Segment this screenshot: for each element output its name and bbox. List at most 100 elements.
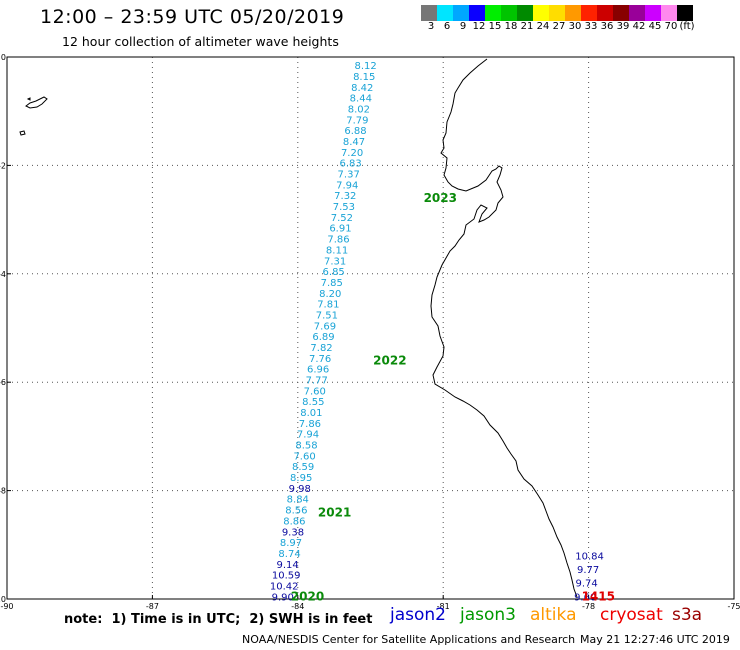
swh-reading: 9.38 <box>282 527 304 538</box>
swh-reading: 8.15 <box>353 72 375 83</box>
swh-reading: 7.86 <box>327 235 349 246</box>
swh-reading: 7.53 <box>333 202 355 213</box>
scale-swatch <box>485 5 501 21</box>
pass-label: 2022 <box>373 354 406 368</box>
scale-swatch <box>469 5 485 21</box>
scale-label: 21 <box>520 21 534 32</box>
swh-reading: 8.55 <box>302 397 324 408</box>
lon-tick-label: -90 <box>0 602 13 611</box>
scale-label: 30 <box>568 21 582 32</box>
satellite-legend-jason3: jason3 <box>460 605 516 625</box>
scale-swatch <box>645 5 661 21</box>
lat-tick-label: 0 <box>1 53 6 62</box>
scale-label: (ft) <box>679 21 695 32</box>
swh-reading: 7.32 <box>334 191 356 202</box>
scale-label: 39 <box>616 21 630 32</box>
swh-reading: 7.60 <box>304 386 326 397</box>
swh-reading: 9.90 <box>272 592 294 603</box>
scale-swatch <box>677 5 693 21</box>
coastline-galapagos-isabela <box>25 96 48 109</box>
coastline-mainland <box>430 58 578 598</box>
satellite-legend-cryosat: cryosat <box>600 605 663 625</box>
lat-tick-label: -6 <box>0 378 6 387</box>
satellite-legend-jason2: jason2 <box>390 605 446 625</box>
map-title: 12:00 – 23:59 UTC 05/20/2019 <box>40 6 345 28</box>
scale-swatch <box>661 5 677 21</box>
swh-reading: 8.59 <box>292 462 314 473</box>
footer-timestamp: May 21 12:27:46 UTC 2019 <box>580 633 730 646</box>
pass-label: 2021 <box>318 505 351 519</box>
scale-swatch <box>421 5 437 21</box>
swh-reading: 8.44 <box>350 94 372 105</box>
scale-label: 70 <box>664 21 678 32</box>
swh-reading: 7.77 <box>306 375 328 386</box>
color-scale-bar <box>421 5 693 21</box>
swh-reading: 7.85 <box>321 278 343 289</box>
lon-tick-label: -81 <box>437 602 450 611</box>
lat-lon-grid <box>7 57 734 599</box>
pass-label: 1415 <box>582 589 615 603</box>
swh-reading: 8.74 <box>278 549 300 560</box>
color-scale-labels: 3 6 9 12 15 18 21 24 27 30 33 36 39 42 45 70 (ft) <box>421 21 740 35</box>
swh-reading: 8.58 <box>295 441 317 452</box>
swh-reading: 8.86 <box>283 516 305 527</box>
swh-reading: 8.01 <box>300 408 322 419</box>
swh-reading: 7.31 <box>324 256 346 267</box>
satellite-legend-s3a: s3a <box>672 605 703 625</box>
scale-label: 27 <box>552 21 566 32</box>
swh-reading: 6.91 <box>329 224 351 235</box>
map-subtitle: 12 hour collection of altimeter wave hei… <box>62 34 339 49</box>
scale-swatch <box>581 5 597 21</box>
swh-reading: 8.84 <box>287 495 309 506</box>
swh-reading: 7.81 <box>317 300 339 311</box>
lon-tick-label: -78 <box>582 602 595 611</box>
swh-reading: 7.69 <box>314 321 336 332</box>
scale-swatch <box>533 5 549 21</box>
scale-label: 45 <box>648 21 662 32</box>
swh-reading: 7.82 <box>310 343 332 354</box>
scale-label: 42 <box>632 21 646 32</box>
swh-reading: 10.84 <box>575 552 604 563</box>
lat-tick-label: -10 <box>0 595 6 604</box>
lon-tick-label: -84 <box>291 602 304 611</box>
swh-reading: 7.86 <box>299 419 321 430</box>
coastline <box>19 58 578 598</box>
swh-reading: 7.52 <box>331 213 353 224</box>
swh-reading: 8.20 <box>319 289 341 300</box>
pass-label: 2023 <box>424 191 457 205</box>
swh-reading: 7.60 <box>293 451 315 462</box>
swh-reading: 7.51 <box>316 310 338 321</box>
map-frame <box>6 56 735 600</box>
pass-label: 2020 <box>291 589 324 603</box>
swh-reading: 9.74 <box>576 579 598 590</box>
lat-tick-label: -2 <box>0 161 6 170</box>
swh-reading: 8.95 <box>290 473 312 484</box>
lon-tick-label: -75 <box>727 602 740 611</box>
swh-reading: 6.85 <box>323 267 345 278</box>
coastline-island <box>19 130 26 136</box>
scale-swatch <box>597 5 613 21</box>
scale-label: 15 <box>488 21 502 32</box>
swh-reading: 8.42 <box>351 83 373 94</box>
scale-swatch <box>549 5 565 21</box>
swh-reading: 8.47 <box>343 137 365 148</box>
scale-swatch <box>517 5 533 21</box>
swh-reading: 8.56 <box>285 506 307 517</box>
scale-swatch <box>437 5 453 21</box>
scale-label: 18 <box>504 21 518 32</box>
swh-reading: 7.79 <box>346 115 368 126</box>
scale-swatch <box>565 5 581 21</box>
satellite-legend-altika: altika <box>530 605 577 625</box>
swh-reading: 7.94 <box>336 180 358 191</box>
scale-label: 12 <box>472 21 486 32</box>
swh-reading: 7.37 <box>338 170 360 181</box>
scale-swatch <box>501 5 517 21</box>
swh-reading: 7.20 <box>341 148 363 159</box>
axis-ticks: -90 -87 -84 -81 -78 -75 0 -2 -4 -6 -8 -10 <box>0 53 740 611</box>
scale-swatch <box>613 5 629 21</box>
swh-reading: 10.42 <box>270 581 299 592</box>
note-text: note: 1) Time is in UTC; 2) SWH is in fe… <box>64 612 373 627</box>
swh-reading: 9.14 <box>276 560 298 571</box>
swh-reading: 6.89 <box>312 332 334 343</box>
